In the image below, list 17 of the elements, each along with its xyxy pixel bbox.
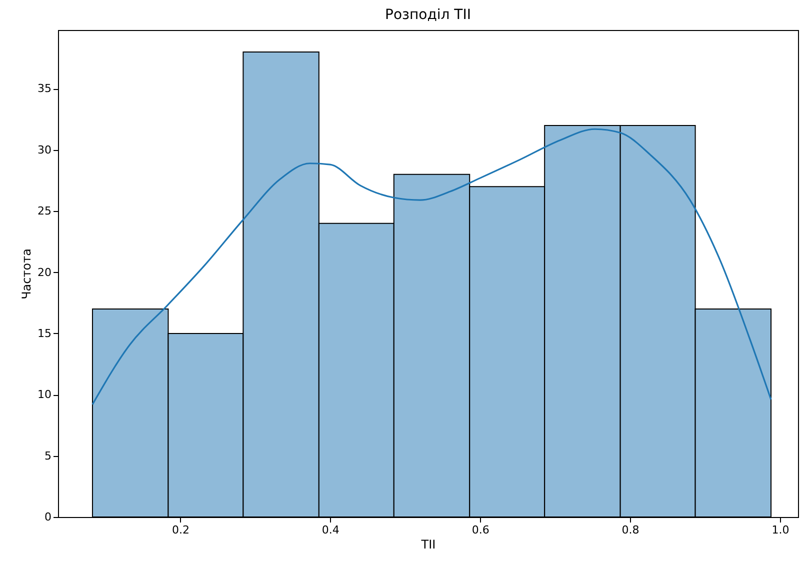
y-tick-label: 30 <box>38 143 52 156</box>
x-tick-label: 0.4 <box>322 524 340 536</box>
y-tick-label: 35 <box>38 82 52 96</box>
line-series <box>92 128 772 406</box>
x-tick-label: 0.2 <box>172 524 190 536</box>
y-tick-label: 10 <box>38 388 52 402</box>
y-tick-label: 25 <box>38 204 52 218</box>
x-axis-title: TII <box>420 538 436 552</box>
y-tick-label: 0 <box>44 510 52 524</box>
x-tick-label: 1.0 <box>772 524 790 536</box>
y-tick-label: 5 <box>44 449 52 462</box>
x-tick-label: 0.8 <box>622 524 640 536</box>
chart-title: Розподіл TII <box>385 7 471 23</box>
x-tick-label: 0.6 <box>472 524 490 536</box>
y-tick-label: 20 <box>38 266 52 279</box>
y-tick-label: 15 <box>38 326 52 340</box>
y-axis-title: Частота <box>20 248 34 300</box>
